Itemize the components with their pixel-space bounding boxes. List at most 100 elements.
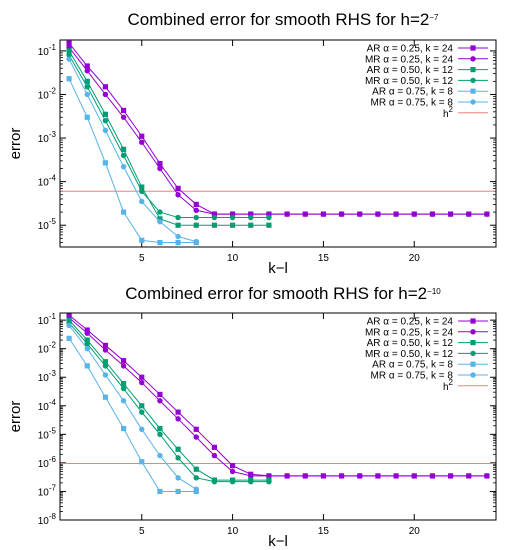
y-tick-label-base: 10	[38, 47, 50, 58]
legend-label-reference-exponent: 2	[449, 105, 454, 114]
data-point	[248, 222, 254, 228]
data-point	[139, 379, 145, 386]
legend-marker	[470, 45, 476, 51]
chart-panel-2: Combined error for smooth RHS for h=2−10…	[7, 284, 497, 550]
legend-label-reference-base: h	[443, 382, 449, 393]
data-point	[193, 222, 199, 228]
data-point	[229, 463, 236, 469]
data-point	[157, 165, 163, 172]
data-point	[266, 473, 272, 479]
data-point	[211, 214, 218, 221]
data-point	[157, 425, 163, 432]
chart-title: Combined error for smooth RHS for h=2−7	[128, 10, 440, 29]
y-tick-label-base: 10	[38, 430, 50, 441]
y-tick-label: 10-1	[38, 312, 57, 327]
data-point	[157, 219, 163, 225]
data-point	[229, 468, 236, 475]
data-point	[102, 160, 109, 166]
data-point	[393, 473, 399, 479]
data-point	[102, 118, 109, 124]
x-tick-label: 15	[318, 526, 330, 537]
data-point	[193, 201, 199, 208]
data-point	[139, 188, 145, 194]
data-point	[139, 198, 145, 205]
legend-label: AR α = 0.50, k = 12	[367, 338, 454, 349]
data-point	[84, 91, 90, 98]
y-tick-label-exponent: -4	[49, 174, 57, 183]
y-tick-label-base: 10	[38, 345, 50, 356]
data-point	[120, 152, 127, 159]
data-point	[102, 347, 109, 353]
data-point	[302, 211, 308, 217]
plot-frame	[59, 39, 497, 248]
data-point	[139, 403, 145, 409]
y-tick-label-exponent: -4	[49, 398, 57, 407]
y-tick-label-base: 10	[38, 134, 50, 145]
data-point	[447, 473, 454, 479]
data-point	[266, 214, 272, 221]
data-point	[175, 409, 181, 415]
data-point	[120, 358, 127, 364]
legend-marker	[470, 350, 476, 357]
y-tick-label-base: 10	[38, 402, 50, 413]
y-tick-label-exponent: -8	[49, 512, 57, 521]
y-tick-label: 10-5	[38, 426, 57, 441]
data-point	[120, 164, 127, 170]
x-tick-label: 20	[409, 253, 421, 264]
data-point	[157, 216, 163, 222]
data-point	[175, 416, 181, 422]
data-point	[84, 84, 90, 90]
legend-label: AR α = 0.75, k = 8	[372, 87, 453, 98]
series-line-6	[68, 58, 197, 243]
data-point	[211, 444, 218, 450]
data-point	[175, 233, 181, 240]
legend-marker	[470, 99, 476, 105]
chart-title-base: Combined error for smooth RHS for h=2	[128, 10, 430, 29]
x-tick-label: 20	[409, 526, 421, 537]
data-point	[120, 385, 127, 392]
series-line-4	[68, 322, 269, 483]
data-point	[484, 473, 490, 479]
legend-label: AR α = 0.50, k = 12	[367, 65, 454, 76]
data-point	[139, 237, 145, 243]
data-point	[157, 488, 163, 495]
data-point	[248, 473, 254, 479]
y-tick-label-exponent: -3	[49, 130, 57, 139]
data-point	[102, 359, 109, 365]
data-point	[193, 475, 199, 481]
data-point	[84, 340, 90, 347]
data-point	[466, 473, 472, 479]
data-point	[102, 363, 109, 369]
chart-title-exponent: −10	[427, 287, 441, 296]
series-line-3	[68, 319, 269, 481]
data-point	[102, 111, 109, 117]
data-point	[102, 84, 109, 90]
y-tick-label-exponent: -5	[49, 217, 57, 226]
legend-marker	[470, 340, 476, 346]
y-tick-label: 10-6	[38, 455, 57, 470]
y-tick-label: 10-5	[38, 217, 57, 232]
y-tick-label: 10-7	[38, 483, 57, 498]
data-point	[84, 114, 90, 120]
data-point	[429, 473, 436, 479]
data-point	[84, 345, 90, 352]
series-line-4	[68, 54, 269, 219]
data-point	[139, 184, 145, 190]
data-point	[157, 391, 163, 398]
x-axis-label: k−l	[268, 533, 288, 550]
y-tick-label-exponent: -6	[49, 455, 57, 464]
legend-label: MR α = 0.75, k = 8	[371, 98, 454, 109]
data-point	[193, 238, 199, 245]
data-point	[338, 473, 345, 479]
data-point	[357, 211, 363, 217]
y-tick-label: 10-8	[38, 512, 57, 527]
data-point	[229, 214, 236, 221]
data-point	[211, 452, 218, 459]
data-point	[229, 478, 236, 485]
y-tick-label-base: 10	[38, 373, 50, 384]
y-axis-label: error	[7, 128, 24, 160]
data-point	[84, 68, 90, 74]
legend-label: MR α = 0.75, k = 8	[371, 371, 454, 382]
y-tick-label: 10-1	[38, 43, 57, 58]
